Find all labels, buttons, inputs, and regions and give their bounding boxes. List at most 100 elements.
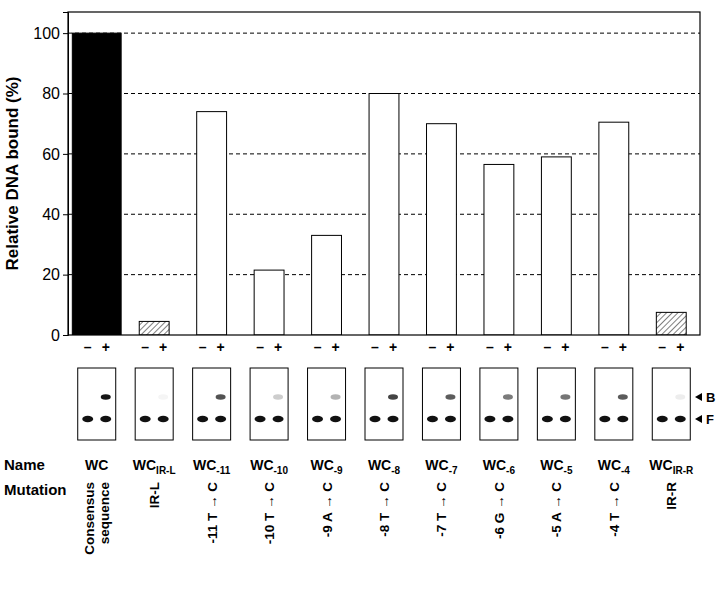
mutation-label: -7 T → C <box>434 482 449 537</box>
bar <box>197 112 227 335</box>
gel-box <box>595 368 633 440</box>
lane-label: – <box>658 339 666 355</box>
free-band <box>82 416 93 422</box>
gel-box <box>422 368 460 440</box>
free-band <box>312 416 323 422</box>
band-label: B <box>706 390 715 405</box>
lane-label: – <box>429 339 437 355</box>
tick-label: 60 <box>42 145 60 162</box>
lane-label: + <box>274 339 282 355</box>
bound-band <box>618 394 628 400</box>
name-text: WC <box>310 457 333 473</box>
name-subscript: -8 <box>391 465 400 476</box>
gel-box <box>250 368 288 440</box>
name-subscript: -5 <box>564 465 573 476</box>
name-text: WC <box>133 457 156 473</box>
gel-box <box>365 368 403 440</box>
free-band <box>273 416 284 422</box>
free-band <box>445 416 456 422</box>
mutation-label: -5 A → C <box>549 482 564 538</box>
band-label: F <box>706 412 714 427</box>
free-band <box>617 416 628 422</box>
gels: –+–+–+–+–+–+–+–+–+–+–+BF <box>78 339 716 440</box>
free-band <box>370 416 381 422</box>
tick-mark <box>63 214 68 215</box>
lane-label: – <box>84 339 92 355</box>
bars <box>72 33 686 335</box>
tick-label: 0 <box>51 327 60 344</box>
lane-label: – <box>256 339 264 355</box>
lane-label: + <box>619 339 627 355</box>
gel-box <box>135 368 173 440</box>
lane-label: + <box>446 339 454 355</box>
bar <box>139 321 169 335</box>
tick: 0 <box>51 327 68 344</box>
tick: 40 <box>42 206 68 223</box>
free-band <box>560 416 571 422</box>
band-arrow <box>695 393 702 401</box>
tick-mark <box>63 275 68 276</box>
name-label: WC-11 <box>193 457 231 476</box>
bound-band <box>101 394 111 400</box>
lane-label: + <box>217 339 225 355</box>
free-band <box>427 416 438 422</box>
bound-band <box>388 394 398 400</box>
lane-label: + <box>504 339 512 355</box>
lane-label: + <box>561 339 569 355</box>
gel-box <box>480 368 518 440</box>
lane-label: – <box>543 339 551 355</box>
band-arrow <box>695 415 702 423</box>
plot-frame <box>68 12 700 335</box>
bound-band <box>158 394 168 400</box>
name-label: WC-6 <box>483 457 516 476</box>
name-label: WC-5 <box>540 457 573 476</box>
name-text: WC <box>649 457 672 473</box>
lane-label: – <box>314 339 322 355</box>
name-subscript: -9 <box>334 465 343 476</box>
name-subscript: -7 <box>449 465 458 476</box>
name-subscript: -6 <box>506 465 515 476</box>
free-band <box>502 416 513 422</box>
tick-mark <box>63 335 68 336</box>
mutation-label: -8 T → C <box>377 482 392 537</box>
bar <box>254 270 284 335</box>
name-text: WC <box>598 457 621 473</box>
bar <box>312 235 342 335</box>
bound-band <box>273 394 283 400</box>
axis-title: Relative DNA bound (%) <box>3 77 22 271</box>
name-subscript: -11 <box>216 465 230 476</box>
tick: 60 <box>42 145 68 162</box>
free-band <box>388 416 399 422</box>
bar <box>656 312 686 335</box>
lane-label: – <box>486 339 494 355</box>
tick-label: 100 <box>33 25 60 42</box>
name-text: WC <box>540 457 563 473</box>
lane-label: + <box>676 339 684 355</box>
bar <box>599 122 629 335</box>
lane-label: + <box>331 339 339 355</box>
free-band <box>255 416 266 422</box>
name-label: WCIR-R <box>649 457 694 476</box>
bound-band <box>560 394 570 400</box>
bound-band <box>445 394 455 400</box>
y-axis: 020406080100 <box>33 13 68 344</box>
free-band <box>657 416 668 422</box>
free-band <box>542 416 553 422</box>
name-label: WC-10 <box>250 457 288 476</box>
free-band <box>330 416 341 422</box>
name-label: WCIR-L <box>133 457 176 476</box>
grid-line <box>68 33 700 34</box>
name-text: WC <box>193 457 216 473</box>
free-band <box>484 416 495 422</box>
lane-label: – <box>371 339 379 355</box>
name-text: WC <box>483 457 506 473</box>
tick: 100 <box>33 25 68 42</box>
bar <box>72 33 121 335</box>
gel-box <box>308 368 346 440</box>
free-band <box>140 416 151 422</box>
mutation-label: -10 T → C <box>262 482 277 545</box>
bound-band <box>675 394 685 400</box>
free-band <box>599 416 610 422</box>
bound-band <box>503 394 513 400</box>
name-label: WC-4 <box>598 457 631 476</box>
